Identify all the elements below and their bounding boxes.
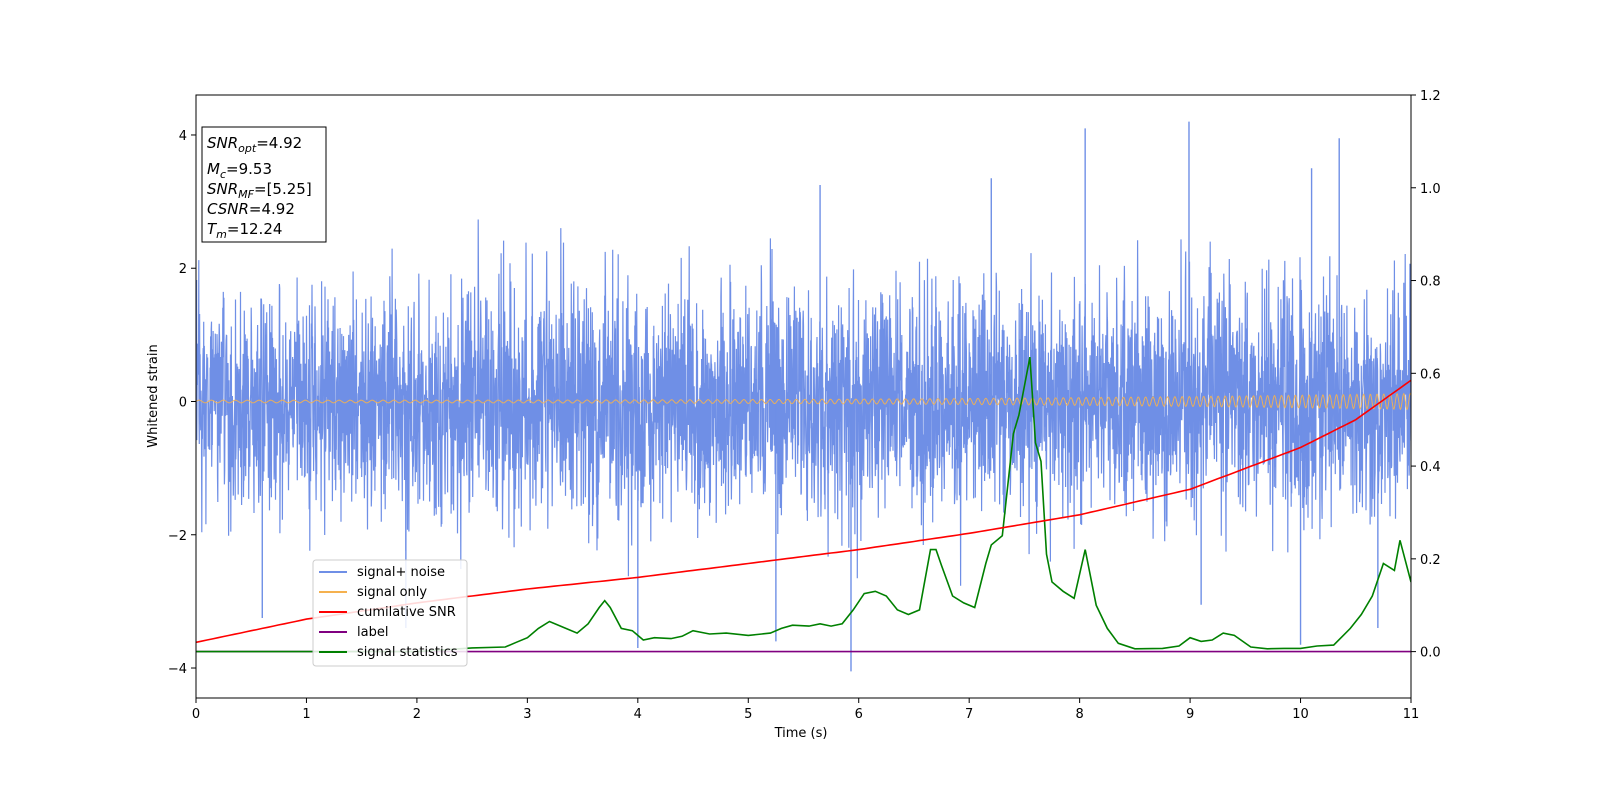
x-tick-label: 1 bbox=[302, 707, 310, 722]
x-tick-label: 5 bbox=[744, 707, 752, 722]
y-tick-label-right: 1.0 bbox=[1420, 182, 1441, 197]
x-tick-label: 7 bbox=[965, 707, 973, 722]
y-tick-label-right: 1.2 bbox=[1420, 89, 1441, 104]
stat-csnr: CSNR=4.92 bbox=[207, 200, 295, 218]
y-tick-label-right: 0.0 bbox=[1420, 646, 1441, 661]
legend-box bbox=[312, 559, 468, 667]
y-tick-label-right: 0.8 bbox=[1420, 275, 1441, 290]
series-signal-statistics bbox=[196, 356, 1411, 653]
legend-label: cumilative SNR bbox=[357, 605, 456, 620]
x-tick-label: 6 bbox=[855, 707, 863, 722]
stats-box: SNRopt=4.92 Mc=9.53 SNRMF=[5.25] CSNR=4.… bbox=[201, 126, 327, 243]
x-tick-label: 4 bbox=[634, 707, 642, 722]
y-tick-label-left: 4 bbox=[179, 129, 187, 144]
stat-tm: Tm=12.24 bbox=[207, 220, 282, 241]
x-axis: 0 1 2 3 4 5 6 7 8 9 10 11 bbox=[192, 698, 1419, 722]
legend-item-signal-statistics: signal statistics bbox=[319, 645, 458, 660]
legend-item-signal-noise: signal+ noise bbox=[319, 565, 445, 580]
y-tick-label-left: −2 bbox=[168, 529, 187, 544]
x-tick-label: 8 bbox=[1075, 707, 1083, 722]
y-axis-label: Whitened strain bbox=[146, 344, 161, 447]
legend-label: signal only bbox=[357, 585, 427, 600]
x-tick-label: 3 bbox=[523, 707, 531, 722]
y-tick-label-right: 0.2 bbox=[1420, 553, 1441, 568]
stat-mc: Mc=9.53 bbox=[207, 160, 272, 181]
x-tick-label: 10 bbox=[1292, 707, 1309, 722]
stat-snr-mf: SNRMF=[5.25] bbox=[207, 180, 312, 201]
legend: signal+ noise signal only cumilative SNR… bbox=[312, 559, 468, 667]
y-axis-right: 0.0 0.2 0.4 0.6 0.8 1.0 1.2 bbox=[1411, 89, 1441, 661]
legend-label: signal+ noise bbox=[357, 565, 445, 580]
y-tick-label-right: 0.6 bbox=[1420, 367, 1441, 382]
legend-label: label bbox=[357, 625, 388, 640]
x-tick-label: 11 bbox=[1403, 707, 1420, 722]
series-signal-only bbox=[196, 392, 1411, 411]
x-tick-label: 9 bbox=[1186, 707, 1194, 722]
x-axis-label: Time (s) bbox=[774, 726, 828, 741]
y-tick-label-right: 0.4 bbox=[1420, 460, 1441, 475]
legend-item-label: label bbox=[319, 625, 388, 640]
y-tick-label-left: 2 bbox=[179, 262, 187, 277]
legend-item-cumulative-snr: cumilative SNR bbox=[319, 605, 456, 620]
x-tick-label: 0 bbox=[192, 707, 200, 722]
stat-snr-opt: SNRopt=4.92 bbox=[207, 134, 302, 155]
plot-frame bbox=[195, 94, 1412, 699]
x-tick-label: 2 bbox=[413, 707, 421, 722]
legend-item-signal-only: signal only bbox=[319, 585, 427, 600]
legend-label: signal statistics bbox=[357, 645, 458, 660]
y-tick-label-left: 0 bbox=[179, 395, 187, 410]
y-axis-left: −4 −2 0 2 4 bbox=[168, 129, 196, 677]
y-tick-label-left: −4 bbox=[168, 662, 187, 677]
series-signal-noise bbox=[196, 219, 1411, 586]
